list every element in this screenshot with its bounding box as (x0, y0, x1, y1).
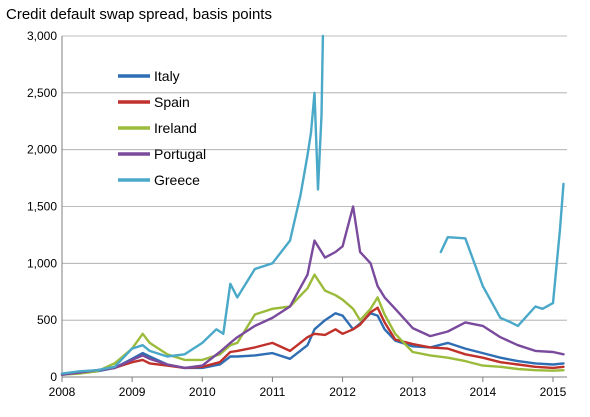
series-line-greece (60, 34, 565, 375)
y-tick-label: 3,000 (27, 29, 57, 43)
x-tick-label: 2011 (260, 385, 286, 399)
legend-label-ireland: Ireland (154, 120, 197, 136)
legend-label-spain: Spain (154, 94, 190, 110)
x-tick-label: 2015 (540, 385, 567, 399)
chart-title: Credit default swap spread, basis points (6, 6, 272, 23)
x-tick-label: 2014 (469, 385, 496, 399)
y-tick-label: 1,500 (27, 200, 57, 214)
y-tick-label: 500 (37, 313, 57, 327)
series-line-spain (60, 306, 565, 376)
series-line-italy (60, 312, 565, 376)
y-tick-label: 1,000 (27, 256, 57, 270)
x-tick-label: 2009 (119, 385, 146, 399)
x-tick-label: 2012 (329, 385, 356, 399)
x-tick-label: 2010 (189, 385, 216, 399)
x-tick-label: 2013 (399, 385, 426, 399)
series-line-ireland (60, 273, 565, 376)
y-tick-label: 2,000 (27, 143, 57, 157)
series-line-portugal (60, 205, 565, 376)
y-tick-label: 0 (50, 370, 57, 384)
legend-label-greece: Greece (154, 172, 200, 188)
legend-label-italy: Italy (154, 68, 180, 84)
y-tick-label: 2,500 (27, 86, 57, 100)
legend-label-portugal: Portugal (154, 146, 206, 162)
x-tick-label: 2008 (49, 385, 76, 399)
